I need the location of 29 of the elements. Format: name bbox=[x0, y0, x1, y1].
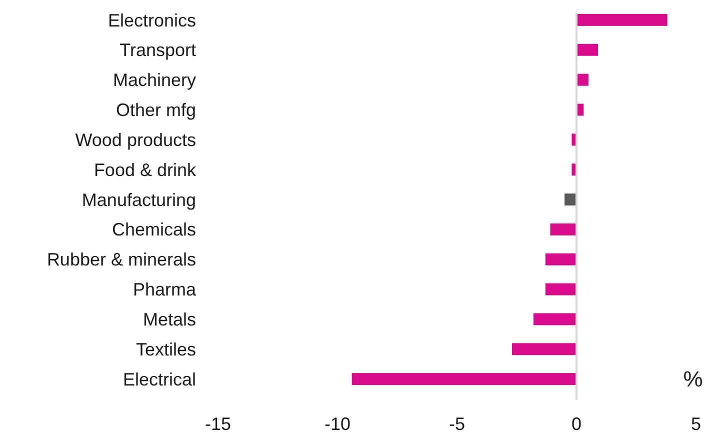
bar bbox=[545, 253, 576, 266]
bar bbox=[576, 74, 588, 86]
y-tick-label: Pharma bbox=[132, 280, 197, 300]
bar bbox=[545, 283, 576, 296]
bar bbox=[576, 44, 598, 56]
bar bbox=[533, 313, 576, 326]
y-tick-label: Manufacturing bbox=[82, 190, 196, 210]
y-tick-label: Other mfg bbox=[116, 100, 196, 120]
x-axis-title: % bbox=[683, 366, 703, 392]
x-tick-label: 0 bbox=[571, 414, 582, 434]
bar bbox=[564, 194, 576, 206]
y-tick-label: Metals bbox=[142, 309, 196, 330]
bar bbox=[352, 373, 576, 386]
y-tick-label: Textiles bbox=[136, 339, 196, 360]
bar bbox=[512, 343, 576, 356]
x-tick-label: -10 bbox=[324, 414, 351, 434]
y-tick-label: Chemicals bbox=[112, 220, 196, 240]
y-tick-label: Machinery bbox=[112, 70, 196, 90]
x-tick-label: -5 bbox=[448, 414, 466, 434]
y-tick-label: Transport bbox=[120, 40, 196, 60]
bar bbox=[576, 14, 668, 26]
bar bbox=[550, 223, 576, 236]
y-tick-label: Electrical bbox=[122, 369, 196, 390]
y-tick-label: Electronics bbox=[108, 10, 196, 30]
y-tick-label: Food & drink bbox=[94, 160, 197, 180]
y-tick-label: Wood products bbox=[75, 130, 196, 150]
y-tick-label: Rubber & minerals bbox=[46, 250, 196, 270]
x-tick-label: 5 bbox=[690, 414, 702, 434]
x-tick-label: -15 bbox=[204, 414, 232, 434]
